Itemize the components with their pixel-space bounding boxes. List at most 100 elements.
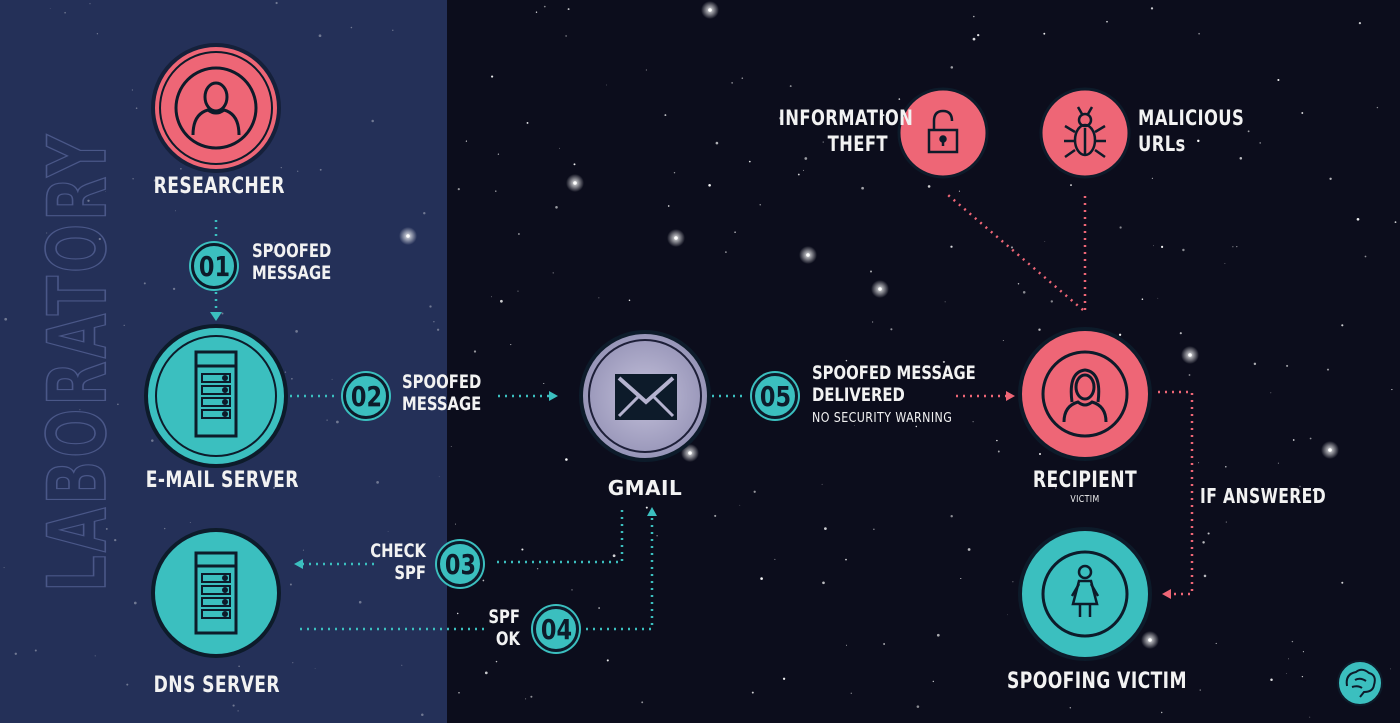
bright-star-core — [1188, 353, 1192, 357]
star — [515, 636, 517, 638]
star — [1039, 453, 1041, 455]
star — [789, 85, 792, 88]
star — [1376, 106, 1379, 109]
star — [1038, 328, 1041, 331]
step-02-line2: MESSAGE — [402, 393, 482, 415]
star — [664, 114, 667, 117]
star — [645, 69, 647, 71]
star — [870, 270, 872, 273]
star — [274, 241, 276, 243]
star — [46, 232, 48, 234]
star — [739, 504, 741, 506]
star — [387, 531, 389, 532]
star — [131, 89, 133, 91]
step-03-line1: CHECK — [370, 540, 426, 562]
star — [731, 82, 733, 84]
star — [734, 231, 736, 234]
star — [4, 317, 8, 321]
star — [536, 568, 539, 570]
step-05-label: SPOOFED MESSAGE DELIVERED — [812, 362, 976, 406]
female-figure-icon — [1070, 564, 1100, 617]
star — [1391, 389, 1393, 391]
star — [950, 515, 953, 518]
star — [936, 633, 940, 637]
gmail-node — [579, 330, 711, 462]
star — [371, 119, 374, 123]
star — [1301, 112, 1304, 114]
star — [314, 668, 316, 669]
star — [473, 350, 477, 353]
star — [1215, 642, 1217, 644]
teal-arrowheads — [210, 312, 657, 569]
star — [552, 272, 554, 274]
bright-star-core — [806, 253, 810, 257]
star — [565, 35, 567, 37]
star — [438, 476, 440, 478]
star — [433, 321, 435, 323]
star — [1341, 324, 1344, 327]
star — [117, 403, 119, 406]
star — [1270, 678, 1273, 682]
female-user-icon — [1062, 368, 1108, 423]
star — [175, 210, 176, 212]
star — [972, 421, 974, 423]
star — [1329, 177, 1332, 180]
researcher-label: RESEARCHER — [153, 174, 285, 199]
star — [944, 301, 946, 303]
star — [1198, 462, 1200, 464]
star — [821, 483, 823, 485]
star — [132, 178, 134, 180]
star — [497, 153, 500, 155]
star — [972, 37, 976, 41]
star — [997, 450, 1000, 453]
star — [753, 490, 756, 493]
star — [151, 439, 154, 442]
edge-recipient-theft — [947, 194, 1084, 311]
star — [526, 121, 529, 124]
star — [465, 140, 467, 142]
star — [280, 166, 282, 169]
star — [1239, 157, 1243, 160]
star — [1356, 217, 1360, 221]
star — [500, 299, 503, 303]
star — [967, 548, 971, 551]
bright-star-core — [688, 451, 692, 455]
star — [1119, 226, 1122, 229]
star — [525, 698, 527, 700]
star — [1292, 439, 1295, 441]
bright-star-core — [1328, 448, 1332, 452]
star — [458, 692, 460, 694]
star — [708, 184, 711, 187]
star — [495, 660, 498, 663]
star — [543, 383, 545, 384]
star — [180, 167, 182, 170]
star — [960, 577, 962, 580]
star — [573, 163, 576, 166]
star — [1259, 142, 1262, 144]
star — [915, 425, 918, 428]
star — [297, 170, 299, 172]
star — [571, 589, 573, 591]
star — [958, 190, 960, 192]
star — [123, 324, 125, 327]
pink-connectors — [947, 194, 1194, 596]
step-04-line2: OK — [495, 628, 520, 650]
step-01-line2: MESSAGE — [252, 262, 332, 284]
star — [450, 446, 452, 447]
star — [1224, 263, 1226, 264]
star — [824, 527, 827, 530]
star — [890, 328, 893, 331]
star — [292, 662, 294, 664]
star — [1197, 139, 1200, 143]
email-server-label: E-MAIL SERVER — [145, 468, 299, 493]
star — [871, 321, 874, 323]
step-05-line2: DELIVERED — [812, 384, 905, 406]
star — [567, 8, 570, 11]
star — [1301, 675, 1304, 678]
star — [423, 212, 426, 215]
bright-star-core — [573, 181, 577, 185]
arrowhead-right-gmail — [549, 391, 558, 401]
step-05-number: 05 — [759, 379, 791, 413]
star — [1207, 532, 1210, 535]
star — [34, 649, 37, 652]
